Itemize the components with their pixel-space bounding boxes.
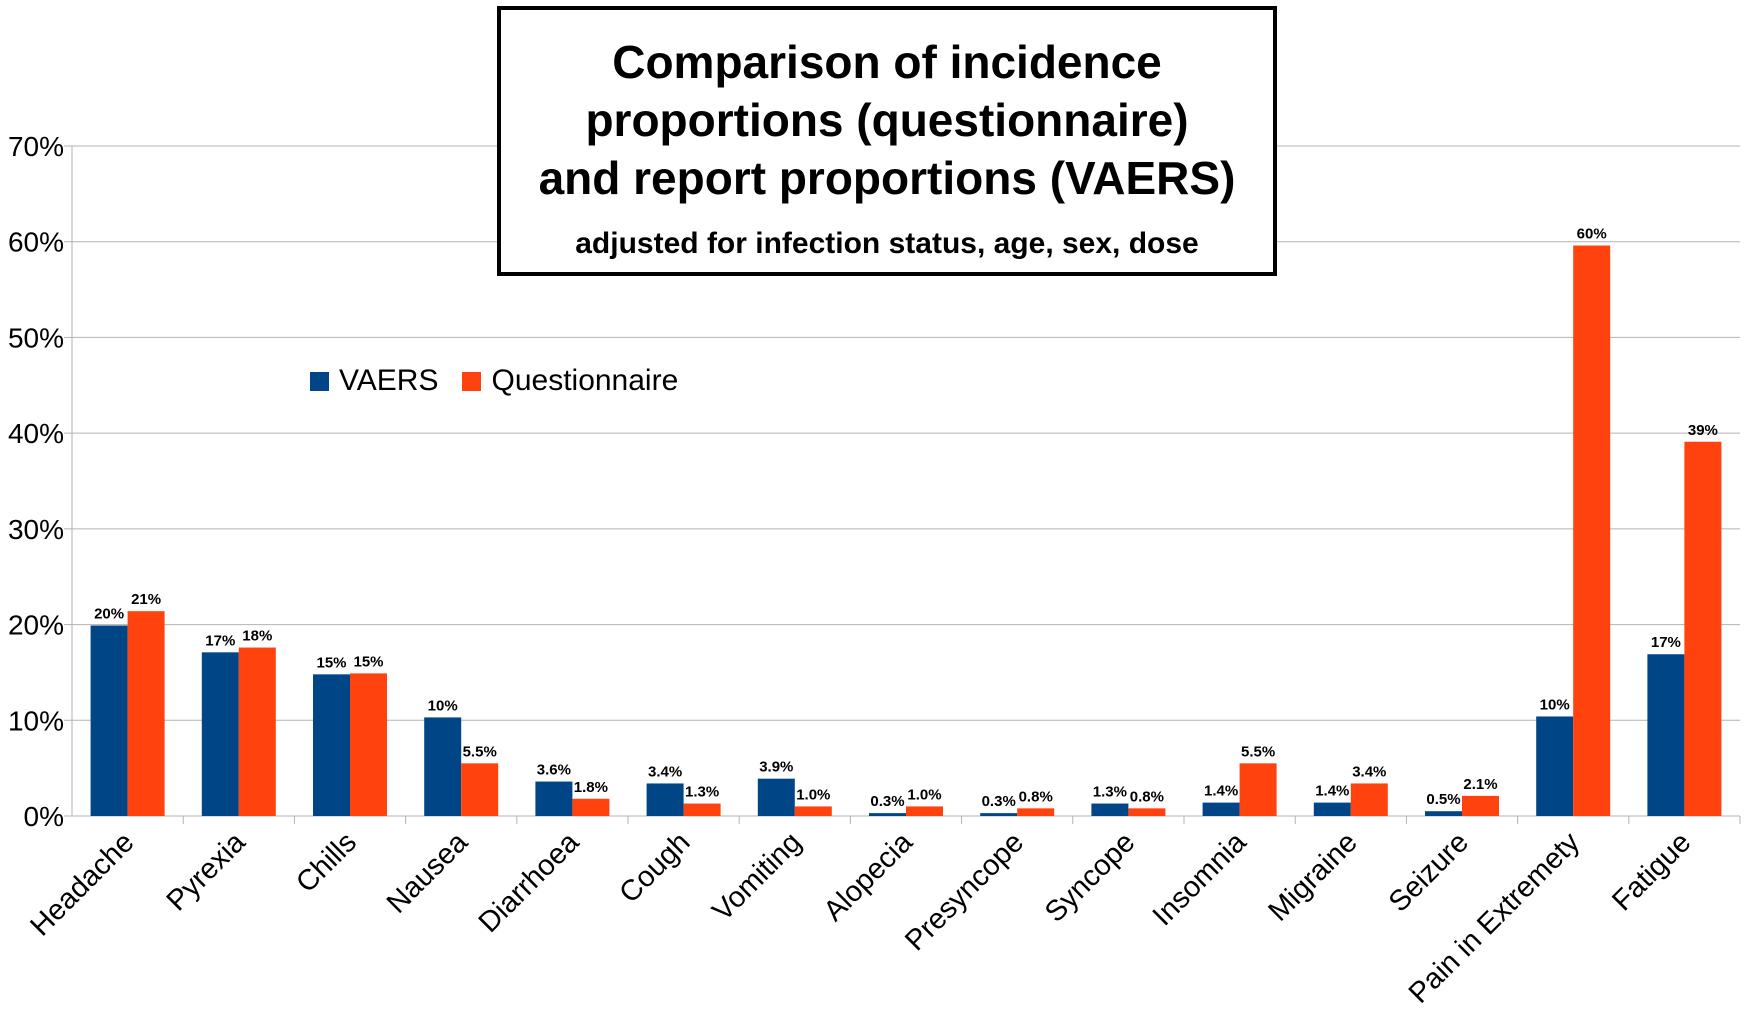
bar-data-label: 60% <box>1577 226 1607 243</box>
legend-swatch-vaers <box>310 371 329 391</box>
bar-data-label: 10% <box>428 697 458 714</box>
bar-vaers <box>1313 802 1351 816</box>
x-tick-label: Nausea <box>381 826 475 920</box>
bar-data-label: 3.4% <box>648 763 682 780</box>
bar-data-label: 5.5% <box>463 743 497 760</box>
bar-data-label: 5.5% <box>1241 743 1275 760</box>
x-tick-label: Presyncope <box>899 826 1030 957</box>
legend-item-questionnaire: Questionnaire <box>462 364 678 398</box>
x-tick-label: Vomiting <box>706 826 807 927</box>
bar-vaers <box>980 813 1018 816</box>
bar-data-label: 21% <box>131 591 161 608</box>
bar-data-label: 3.4% <box>1352 763 1386 780</box>
bar-questionnaire <box>906 806 943 816</box>
bar-data-label: 20% <box>94 606 124 623</box>
chart-title-line: proportions (questionnaire) <box>585 94 1189 146</box>
legend-swatch-questionnaire <box>462 371 482 391</box>
bar-vaers <box>757 778 795 816</box>
bar-data-label: 1.8% <box>574 779 608 796</box>
bar-questionnaire <box>1573 245 1611 817</box>
x-tick-label: Chills <box>290 826 363 899</box>
bar-vaers <box>1647 654 1685 816</box>
x-tick-label: Headache <box>24 826 140 942</box>
bar-questionnaire <box>238 647 276 816</box>
bar-questionnaire <box>127 611 165 816</box>
y-tick-label: 70% <box>8 131 64 162</box>
bar-questionnaire <box>1684 441 1722 816</box>
bar-data-label: 39% <box>1688 422 1718 439</box>
bar-questionnaire <box>683 803 721 816</box>
x-tick-label: Alopecia <box>818 826 920 928</box>
bar-vaers <box>1536 716 1574 816</box>
y-tick-label: 50% <box>8 322 64 353</box>
bar-data-label: 1.3% <box>685 784 719 801</box>
bar-data-label: 3.9% <box>759 759 793 776</box>
y-tick-label: 60% <box>8 227 64 258</box>
y-tick-label: 10% <box>8 705 64 736</box>
bar-data-label: 1.3% <box>1093 784 1127 801</box>
legend-label-vaers: VAERS <box>339 364 439 397</box>
y-tick-label: 0% <box>24 801 64 832</box>
bar-data-label: 10% <box>1540 696 1570 713</box>
bar-data-label: 17% <box>1651 634 1681 651</box>
bar-questionnaire <box>1017 808 1055 816</box>
legend: VAERS Questionnaire <box>310 364 702 398</box>
chart-subtitle: adjusted for infection status, age, sex,… <box>575 227 1199 260</box>
bar-vaers <box>201 652 239 816</box>
bar-data-labels: 20%21%17% 18%15% 15%10%5.5%3.6%1.8%3.4%1.3… <box>94 226 1718 811</box>
x-tick-label: Diarrhoea <box>473 826 586 939</box>
bar-vaers <box>313 674 350 816</box>
bar-data-label: 1.4% <box>1315 783 1349 800</box>
x-tick-label: Pyrexia <box>161 826 253 918</box>
bar-data-label: 1.0% <box>907 786 941 803</box>
bar-vaers <box>869 813 906 816</box>
bar-data-label: 2.1% <box>1463 776 1497 793</box>
bar-vaers <box>1091 803 1129 816</box>
bar-data-label: 3.6% <box>537 762 571 779</box>
bar-vaers <box>646 783 684 816</box>
bar-questionnaire <box>1462 795 1499 816</box>
bar-vaers <box>1425 811 1462 816</box>
chart-title-box: Comparison of incidence proportions (que… <box>497 6 1277 276</box>
bars <box>90 245 1722 817</box>
bar-data-label: 0.8% <box>1019 788 1053 805</box>
bar-data-label: 0.8% <box>1130 788 1164 805</box>
bar-questionnaire <box>461 763 499 816</box>
bar-data-label: 1.0% <box>796 786 830 803</box>
bar-data-label: 0.3% <box>982 793 1016 810</box>
bar-data-label: 0.3% <box>870 793 904 810</box>
bar-data-label: 0.5% <box>1426 791 1460 808</box>
bar-vaers <box>535 781 573 816</box>
bar-vaers <box>424 717 462 816</box>
bar-questionnaire <box>1128 808 1166 816</box>
bar-data-label: 18% <box>242 628 272 645</box>
chart-title: Comparison of incidence proportions (que… <box>501 33 1273 207</box>
bar-questionnaire <box>572 798 610 816</box>
bar-vaers <box>90 625 128 816</box>
legend-label-questionnaire: Questionnaire <box>491 364 679 397</box>
legend-item-vaers: VAERS <box>310 364 438 398</box>
bar-questionnaire <box>1239 763 1277 816</box>
bar-data-label: 1.4% <box>1204 783 1238 800</box>
bar-questionnaire <box>350 673 387 816</box>
y-axis-ticks: 0% 10% 20% 30% 40% 50% 60% 70% <box>8 131 64 832</box>
x-tick-label: Migraine <box>1262 826 1363 927</box>
x-tick-label: Syncope <box>1039 826 1141 928</box>
y-tick-label: 30% <box>8 514 64 545</box>
bar-data-label: 15% <box>316 654 346 671</box>
bar-vaers <box>1202 802 1240 816</box>
y-tick-label: 40% <box>8 418 64 449</box>
bar-questionnaire <box>794 806 832 816</box>
chart-title-line: Comparison of incidence <box>612 36 1162 88</box>
bar-questionnaire <box>1350 783 1388 816</box>
y-tick-label: 20% <box>8 610 64 641</box>
bar-data-label: 15% <box>353 653 383 670</box>
x-tick-label: Cough <box>613 826 696 909</box>
chart-title-line: and report proportions (VAERS) <box>538 152 1236 204</box>
bar-data-label: 17% <box>205 632 235 649</box>
x-tick-label: Seizure <box>1383 826 1475 918</box>
x-tick-label: Fatigue <box>1606 826 1697 917</box>
x-tick-label: Insomnia <box>1147 826 1253 932</box>
